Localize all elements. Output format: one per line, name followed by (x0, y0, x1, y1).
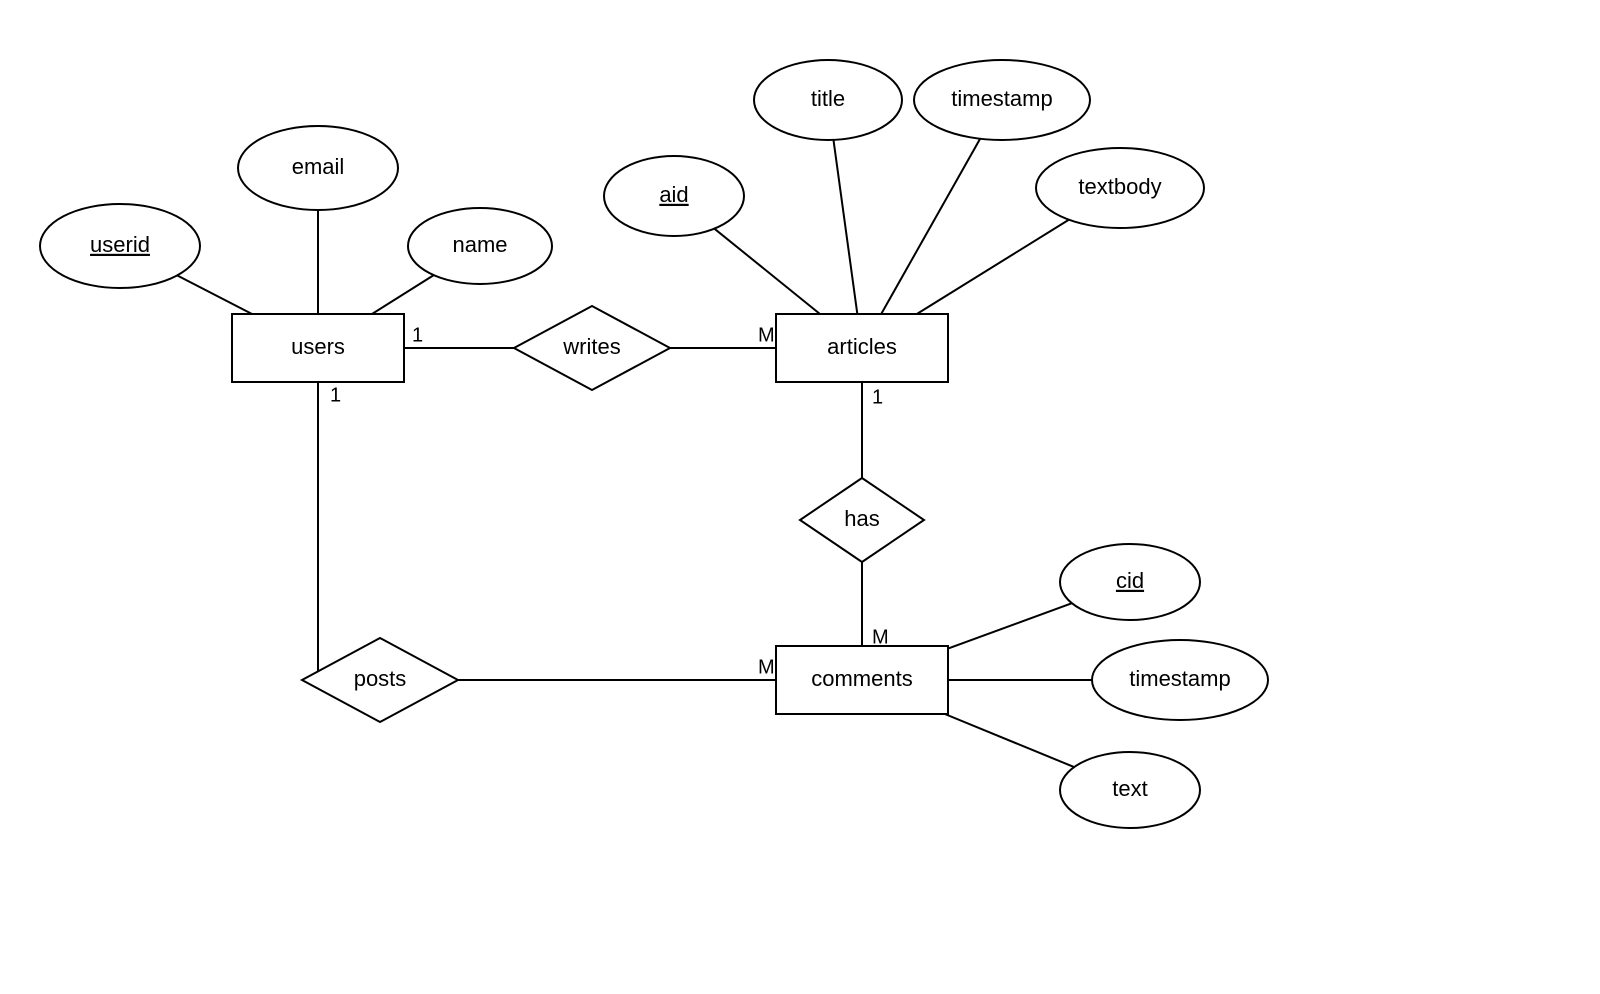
attribute-label-textbody: textbody (1078, 174, 1161, 199)
attr-edge (948, 603, 1072, 648)
cardinality-label: M (872, 626, 889, 648)
cardinality-label: M (758, 324, 775, 346)
attribute-label-title: title (811, 86, 845, 111)
entity-label-users: users (291, 334, 345, 359)
attribute-label-a_timestamp: timestamp (951, 86, 1052, 111)
attr-edge (881, 139, 980, 314)
attr-edge (372, 275, 434, 314)
attribute-label-c_timestamp: timestamp (1129, 666, 1230, 691)
cardinality-label: M (758, 656, 775, 678)
entity-label-articles: articles (827, 334, 897, 359)
er-diagram: 1 M 1 M 1 Musers articles comments writes posts ha… (0, 0, 1600, 994)
attr-edge (714, 229, 820, 314)
entity-label-comments: comments (811, 666, 912, 691)
relationship-label-posts: posts (354, 666, 407, 691)
attr-edge (833, 140, 857, 314)
relationship-label-writes: writes (562, 334, 620, 359)
attribute-label-text: text (1112, 776, 1147, 801)
attribute-label-cid: cid (1116, 568, 1144, 593)
attr-edge (917, 220, 1069, 314)
cardinality-label: 1 (412, 324, 423, 346)
cardinality-label: 1 (330, 384, 341, 406)
attr-edge (177, 275, 252, 314)
attribute-label-email: email (292, 154, 345, 179)
cardinality-label: 1 (872, 386, 883, 408)
relationship-label-has: has (844, 506, 879, 531)
attribute-label-aid: aid (659, 182, 688, 207)
attribute-label-name: name (452, 232, 507, 257)
attr-edge (945, 714, 1074, 767)
rel-edge (302, 382, 318, 680)
attribute-label-userid: userid (90, 232, 150, 257)
